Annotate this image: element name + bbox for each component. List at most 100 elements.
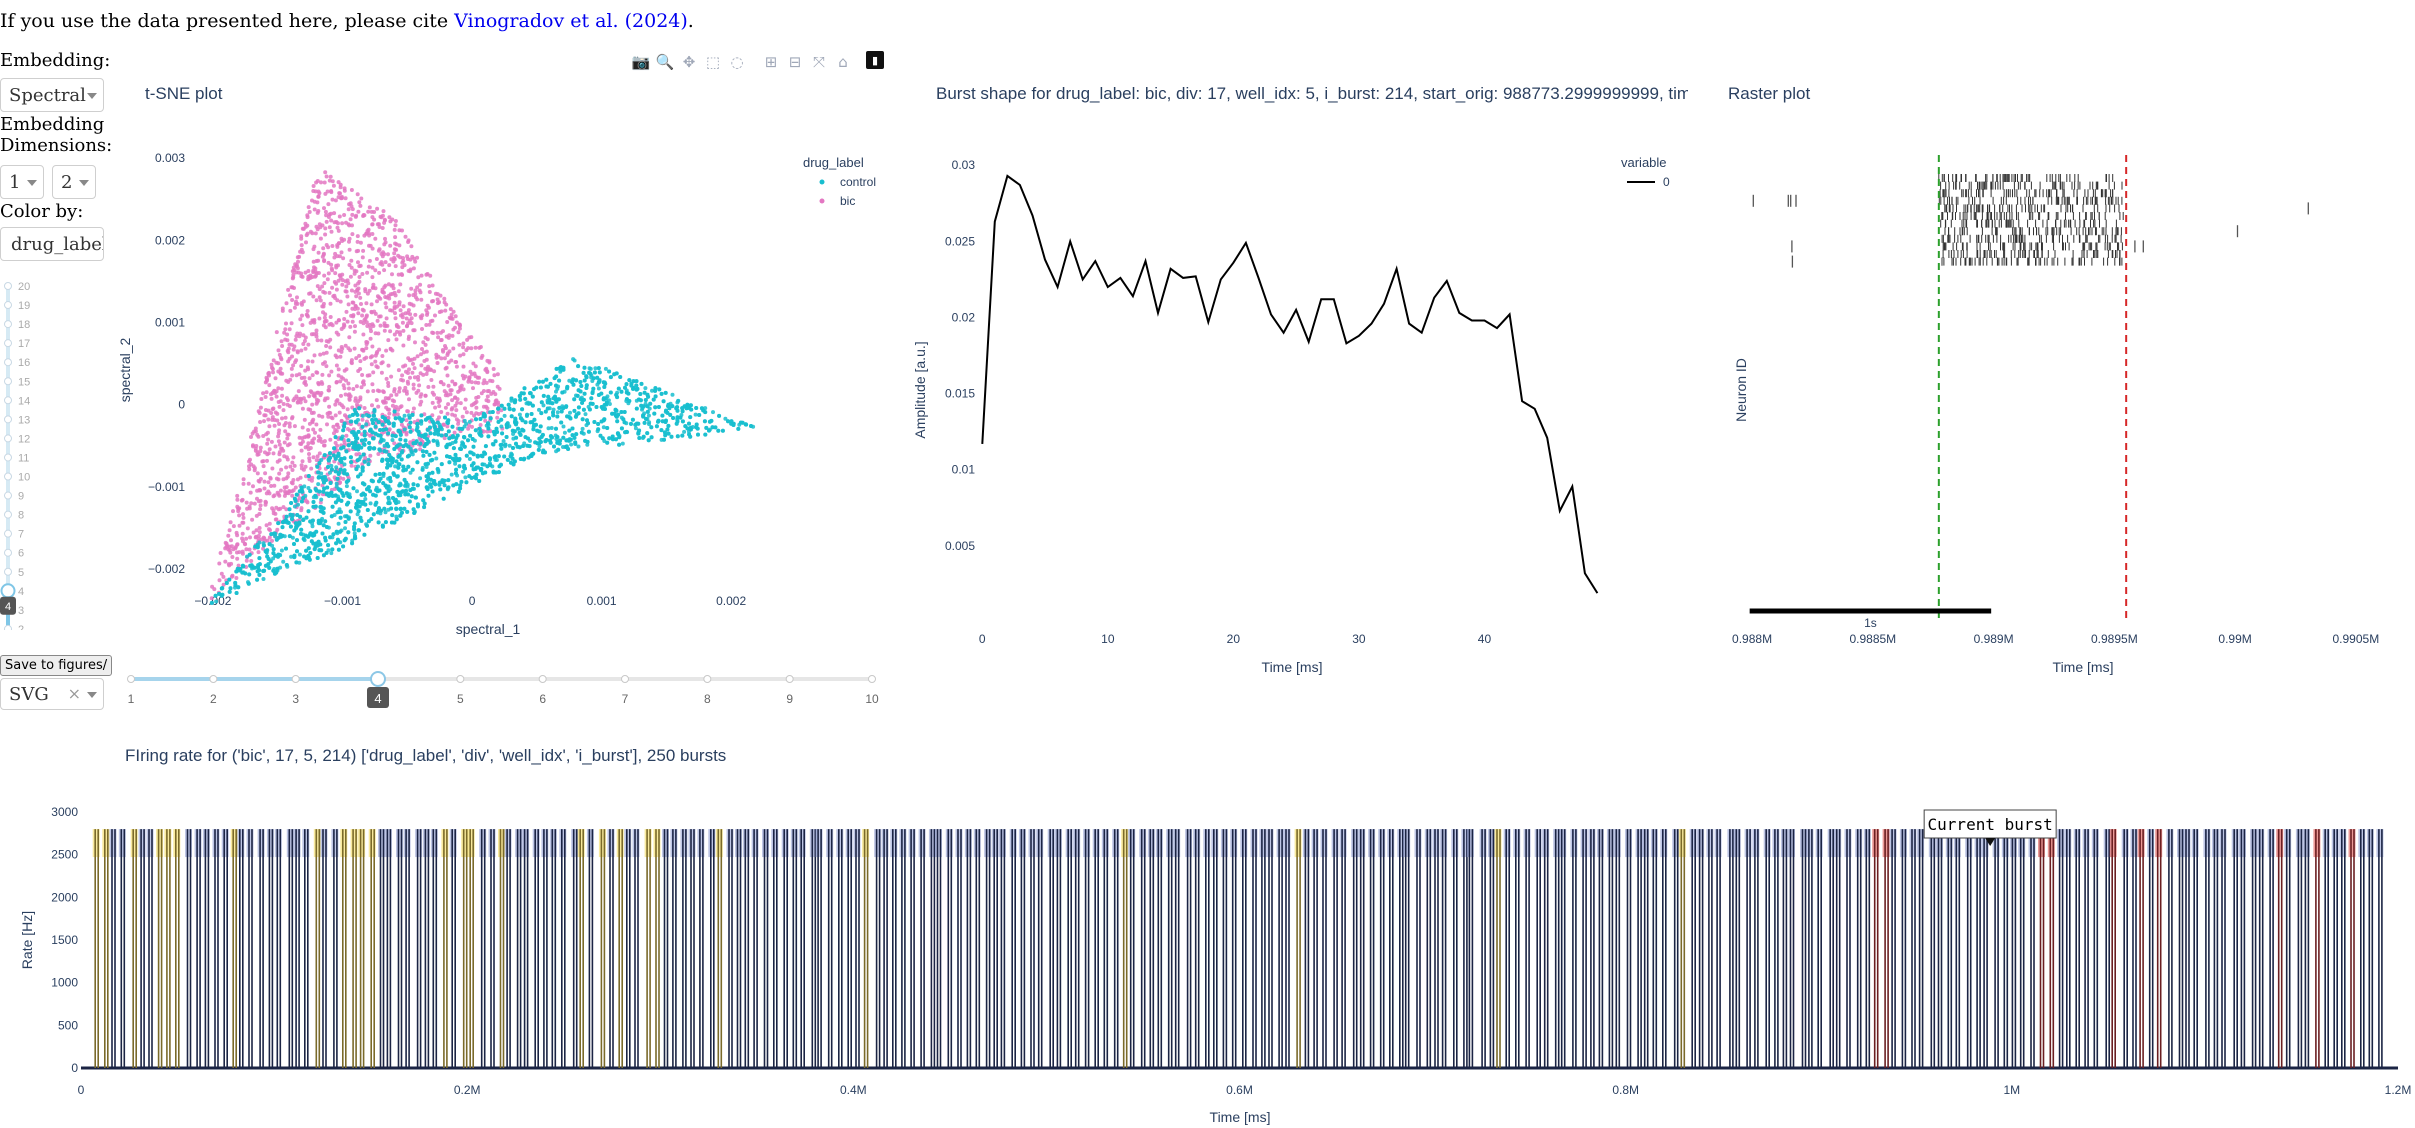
tsne-point[interactable] — [661, 399, 666, 404]
tsne-point[interactable] — [496, 470, 501, 475]
tsne-point[interactable] — [446, 485, 451, 490]
tsne-point[interactable] — [247, 552, 252, 557]
tsne-point[interactable] — [381, 471, 386, 476]
tsne-point[interactable] — [468, 450, 473, 455]
tsne-point[interactable] — [377, 389, 382, 394]
tsne-point[interactable] — [338, 299, 343, 304]
tsne-point[interactable] — [375, 318, 380, 323]
tsne-point[interactable] — [527, 444, 532, 449]
tsne-point[interactable] — [530, 403, 535, 408]
tsne-point[interactable] — [564, 404, 569, 409]
tsne-point[interactable] — [461, 387, 466, 392]
tsne-point[interactable] — [214, 599, 219, 604]
hslider-dot[interactable] — [538, 675, 547, 683]
tsne-point[interactable] — [372, 408, 377, 413]
tsne-point[interactable] — [226, 562, 231, 567]
tsne-point[interactable] — [261, 464, 266, 469]
tsne-point[interactable] — [323, 325, 328, 330]
tsne-point[interactable] — [411, 382, 416, 387]
tsne-point[interactable] — [336, 195, 341, 200]
tsne-point[interactable] — [258, 449, 263, 453]
tsne-point[interactable] — [363, 289, 368, 294]
tsne-point[interactable] — [575, 393, 580, 398]
tsne-point[interactable] — [360, 272, 365, 276]
tsne-point[interactable] — [301, 333, 306, 338]
zoom-out-icon[interactable]: ⊟ — [788, 53, 802, 71]
tsne-point[interactable] — [478, 429, 483, 434]
tsne-point[interactable] — [322, 439, 327, 444]
tsne-point[interactable] — [427, 471, 431, 476]
tsne-point[interactable] — [416, 275, 421, 280]
tsne-point[interactable] — [274, 394, 279, 399]
tsne-point[interactable] — [402, 477, 407, 482]
tsne-point[interactable] — [277, 404, 282, 409]
tsne-point[interactable] — [375, 222, 380, 227]
tsne-point[interactable] — [385, 485, 389, 490]
tsne-point[interactable] — [380, 226, 385, 230]
tsne-point[interactable] — [361, 332, 366, 337]
tsne-point[interactable] — [457, 464, 462, 469]
tsne-point[interactable] — [298, 441, 303, 446]
tsne-point[interactable] — [576, 388, 581, 393]
tsne-point[interactable] — [288, 308, 293, 313]
tsne-point[interactable] — [231, 547, 236, 552]
tsne-point[interactable] — [380, 289, 385, 294]
tsne-point[interactable] — [592, 420, 597, 424]
hslider-dot[interactable] — [209, 675, 218, 683]
tsne-point[interactable] — [280, 308, 285, 313]
tsne-point[interactable] — [271, 511, 276, 516]
tsne-point[interactable] — [458, 353, 463, 358]
tsne-point[interactable] — [334, 465, 339, 470]
tsne-point[interactable] — [313, 231, 318, 236]
tsne-point[interactable] — [531, 427, 536, 432]
tsne-point[interactable] — [561, 406, 566, 411]
tsne-point[interactable] — [415, 418, 420, 423]
tsne-point[interactable] — [533, 440, 538, 445]
tsne-point[interactable] — [294, 525, 299, 530]
tsne-point[interactable] — [441, 349, 446, 354]
tsne-point[interactable] — [332, 220, 337, 225]
tsne-point[interactable] — [654, 424, 659, 429]
vslider-dot[interactable] — [4, 358, 12, 367]
tsne-point[interactable] — [293, 485, 298, 490]
tsne-point[interactable] — [485, 394, 490, 399]
tsne-point[interactable] — [453, 403, 458, 408]
tsne-point[interactable] — [638, 398, 643, 403]
tsne-point[interactable] — [376, 433, 381, 438]
tsne-point[interactable] — [557, 405, 562, 410]
tsne-point[interactable] — [380, 458, 385, 463]
tsne-point[interactable] — [358, 295, 363, 300]
tsne-point[interactable] — [378, 314, 383, 319]
tsne-point[interactable] — [307, 376, 312, 381]
tsne-point[interactable] — [322, 443, 327, 448]
tsne-point[interactable] — [318, 352, 323, 357]
tsne-point[interactable] — [645, 404, 650, 409]
tsne-point[interactable] — [278, 488, 283, 493]
tsne-point[interactable] — [680, 409, 685, 414]
tsne-point[interactable] — [342, 440, 347, 445]
tsne-point[interactable] — [425, 437, 430, 442]
tsne-point[interactable] — [520, 418, 525, 423]
tsne-point[interactable] — [263, 408, 268, 412]
tsne-point[interactable] — [354, 467, 359, 472]
tsne-point[interactable] — [403, 492, 408, 497]
tsne-point[interactable] — [409, 244, 414, 249]
tsne-point[interactable] — [217, 578, 222, 583]
tsne-point[interactable] — [240, 551, 245, 556]
tsne-point[interactable] — [346, 207, 351, 212]
tsne-point[interactable] — [381, 481, 386, 486]
tsne-point[interactable] — [334, 287, 339, 292]
tsne-point[interactable] — [393, 241, 398, 246]
tsne-point[interactable] — [278, 366, 283, 371]
tsne-point[interactable] — [274, 476, 279, 481]
tsne-point[interactable] — [327, 404, 332, 409]
tsne-point[interactable] — [336, 451, 341, 456]
vslider-dot[interactable] — [4, 434, 12, 443]
tsne-point[interactable] — [472, 371, 477, 376]
tsne-point[interactable] — [442, 483, 447, 488]
tsne-point[interactable] — [276, 439, 281, 444]
tsne-point[interactable] — [366, 462, 371, 467]
tsne-point[interactable] — [284, 514, 289, 519]
tsne-point[interactable] — [405, 509, 410, 514]
tsne-point[interactable] — [258, 445, 263, 450]
